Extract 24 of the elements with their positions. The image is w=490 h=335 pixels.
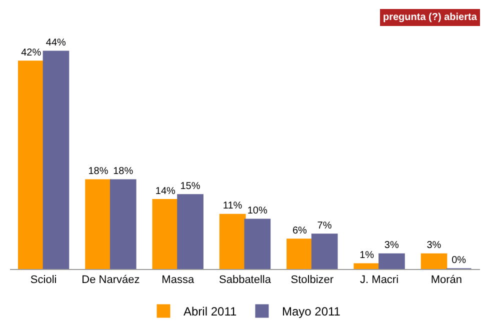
legend-label: Abril 2011 (184, 304, 237, 319)
x-tick-label: Massa (162, 274, 195, 286)
data-label: 15% (180, 180, 200, 192)
data-label: 11% (222, 200, 242, 212)
data-label: 18% (88, 166, 108, 177)
x-tick-label: Stolbizer (290, 274, 334, 286)
data-label: 14% (155, 186, 176, 197)
data-label: 3% (426, 240, 442, 252)
text: pregunta (?) abierta (383, 12, 478, 23)
legend-label: Mayo 2011 (282, 304, 341, 319)
data-label: 44% (46, 37, 66, 48)
data-label: 18% (113, 166, 134, 177)
x-tick-label: Sabbatella (219, 274, 272, 286)
x-tick-label: J. Macri (360, 274, 399, 286)
data-label: 10% (247, 206, 268, 217)
data-label: 3% (384, 240, 399, 252)
x-tick-label: Scioli (30, 274, 57, 286)
x-tick-label: Morán (430, 274, 462, 286)
data-label: 1% (360, 250, 374, 262)
data-label: 42% (21, 47, 42, 58)
data-label: 6% (292, 225, 307, 236)
data-label: 7% (317, 220, 332, 232)
x-tick-label: De Narváez (82, 274, 140, 286)
data-label: 0% (452, 255, 466, 266)
